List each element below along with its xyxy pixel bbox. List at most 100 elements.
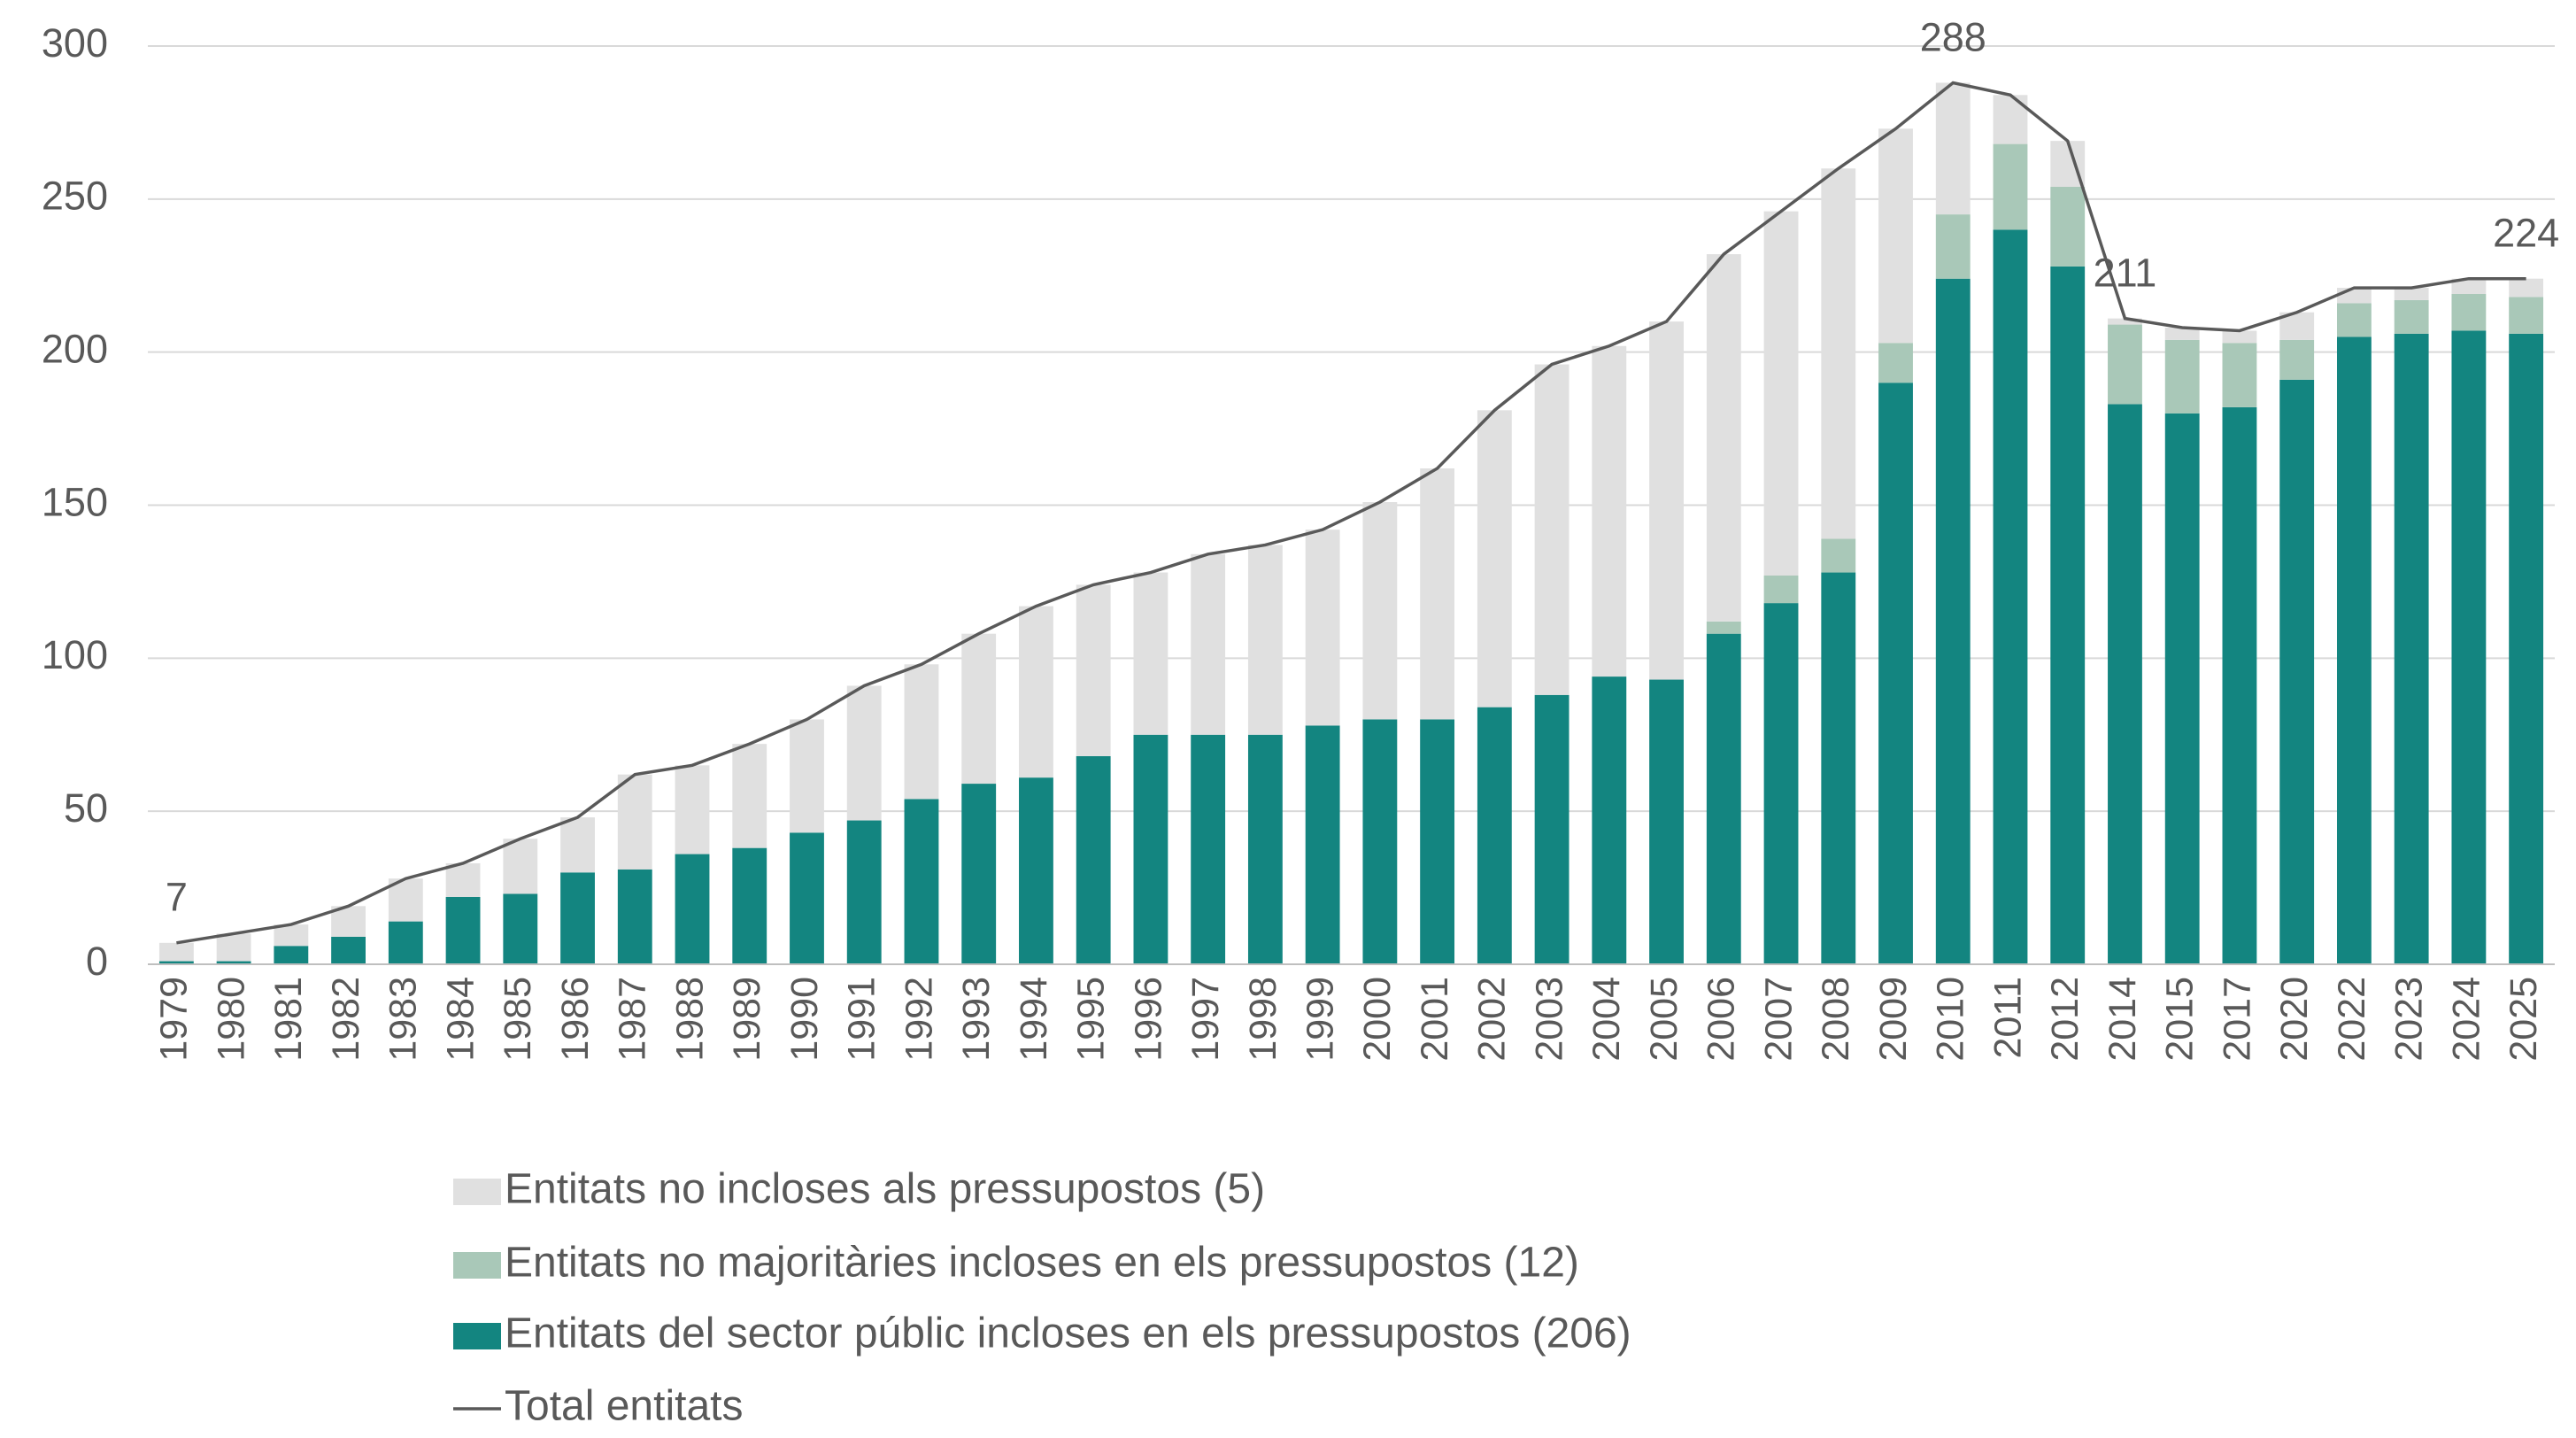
data-label: 7 [166,875,188,920]
bar [2108,404,2142,964]
bar [1821,572,1856,964]
x-tick-label: 1984 [439,977,482,1062]
bar [1993,143,2028,230]
bar [2394,299,2429,334]
bar [2222,406,2257,964]
x-tick-label: 2022 [2331,977,2373,1062]
bar [274,946,309,964]
bar [1076,584,1111,756]
bar [1821,168,1856,539]
bar [1993,95,2028,144]
bar [1763,603,1799,964]
legend-swatch [453,1252,501,1279]
x-tick-label: 2012 [2044,977,2086,1062]
bar [2336,303,2372,337]
x-tick-label: 2020 [2273,977,2316,1062]
bar [274,924,309,947]
x-tick-label: 2000 [1356,977,1399,1062]
bar [2164,328,2200,340]
bar [2222,330,2257,344]
bar [388,921,423,964]
legend-label: Entitats del sector públic incloses en e… [505,1310,1631,1357]
bar [1305,725,1340,964]
bar [732,847,767,964]
bar [1935,278,1971,964]
bar [1706,621,1741,634]
x-tick-label: 1981 [267,977,310,1062]
x-tick-label: 2006 [1701,977,1743,1062]
bar [1477,410,1512,707]
y-tick-label: 250 [42,174,108,219]
x-tick-label: 2004 [1585,977,1628,1062]
bar [1362,719,1398,964]
bar [216,961,251,964]
x-tick-label: 2011 [1986,977,2029,1058]
bar [2050,187,2086,267]
x-tick-label: 2017 [2216,977,2258,1062]
bar [331,936,366,964]
x-tick-label: 2005 [1643,977,1685,1062]
bar [904,799,939,964]
x-tick-label: 2007 [1757,977,1800,1062]
bar [2279,339,2315,380]
bar [1076,755,1111,964]
x-tick-label: 1991 [841,977,883,1062]
bar [1993,229,2028,964]
bar [1878,383,1913,964]
x-tick-label: 1983 [382,977,425,1062]
x-tick-label: 2010 [1930,977,1972,1062]
bar [2451,293,2487,331]
bar [1706,254,1741,622]
bar [1362,502,1398,720]
bar [1935,82,1971,215]
y-tick-label: 0 [86,939,108,984]
bar [2164,413,2200,964]
bar [1763,211,1799,576]
y-tick-label: 200 [42,327,108,372]
bar [1247,545,1283,735]
bar [1420,468,1455,720]
bar [1878,128,1913,344]
x-tick-label: 1989 [726,977,768,1062]
bar [961,633,997,785]
bar [1935,214,1971,279]
bar [2336,288,2372,304]
bar [2279,379,2315,964]
x-tick-label: 2008 [1815,977,1857,1062]
data-label: 211 [2094,251,2157,296]
bar [1649,321,1684,680]
bar [158,942,194,962]
bar [1191,734,1226,964]
bar [2108,318,2142,325]
legend-swatch [453,1179,501,1205]
bar [560,872,595,964]
x-tick-label: 2025 [2503,977,2545,1062]
bar [2222,343,2257,407]
y-tick-label: 300 [42,20,108,66]
bar [2451,278,2487,294]
bar [904,664,939,800]
bar [2509,278,2544,298]
x-tick-label: 1992 [898,977,940,1062]
data-label: 288 [1920,14,1986,59]
x-tick-label: 1986 [554,977,597,1062]
x-tick-label: 1990 [783,977,826,1062]
bar [790,719,824,833]
bar [445,862,481,897]
bar [675,854,710,964]
y-tick-label: 150 [42,479,108,524]
bar [790,832,824,964]
bar [2451,330,2487,965]
bar [1534,694,1570,964]
legend-swatch [453,1323,501,1349]
x-tick-label: 1980 [210,977,252,1062]
x-tick-label: 1998 [1242,977,1284,1062]
bar [846,820,882,964]
bar [675,765,710,854]
x-tick-label: 1997 [1184,977,1227,1062]
bar [2394,333,2429,965]
x-tick-label: 1994 [1013,977,1055,1062]
bar [1821,538,1856,573]
bar [2164,339,2200,414]
